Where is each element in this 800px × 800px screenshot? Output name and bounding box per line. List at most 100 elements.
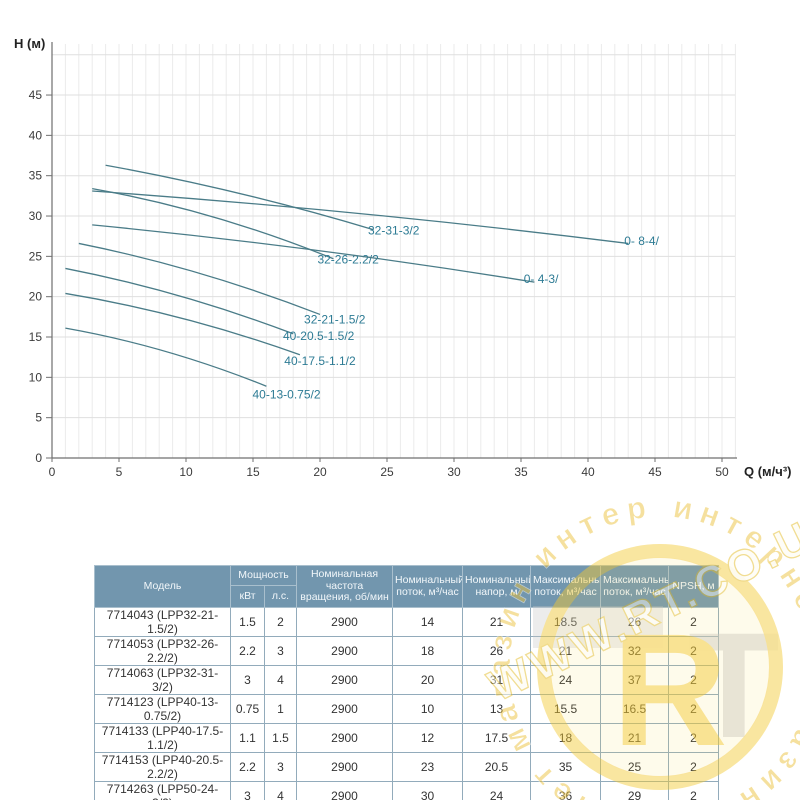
value-cell: 37 [600,665,670,695]
x-axis-title: Q (м/ч³) [744,464,792,479]
x-tick-label: 45 [648,465,662,479]
value-cell: 2900 [296,752,394,782]
x-tick-label: 35 [514,465,528,479]
x-tick-label: 10 [179,465,193,479]
value-cell: 20.5 [462,752,532,782]
value-cell: 15.5 [530,694,602,724]
value-cell: 1 [263,694,298,724]
y-tick-label: 10 [29,370,43,384]
value-cell: 2 [668,752,720,782]
pump-curve [105,164,374,231]
model-cell: 7714063 (LPP32-31-3/2) [94,665,231,695]
value-cell: 0.75 [230,694,265,724]
value-cell: 2 [263,607,298,637]
value-cell: 1.1 [230,723,265,753]
y-tick-label: 0 [35,451,42,465]
value-cell: 17.5 [462,723,532,753]
value-cell: 23 [392,752,464,782]
y-axis-title: H (м) [14,36,45,51]
x-tick-label: 30 [447,465,461,479]
value-cell: 2.2 [230,636,265,666]
table-row: 7714043 (LPP32-21-1.5/2) 1.5 2 2900 14 21 18.5… [94,607,720,637]
value-cell: 4 [263,781,298,800]
y-tick-label: 35 [29,169,43,183]
value-cell: 2900 [296,723,394,753]
grid [52,44,736,458]
value-cell: 29 [600,781,670,800]
model-cell: 7714263 (LPP50-24-3/2) [94,781,231,800]
curve-label: 32-21-1.5/2 [304,312,366,326]
curve-label: 40-17.5-1.1/2 [284,354,356,368]
value-cell: 26 [600,607,670,637]
col-header-max-flow: Максимальный поток, м³/час [530,565,602,608]
value-cell: 18.5 [530,607,602,637]
pump-curve [65,267,294,335]
col-header-nom-flow: Номинальный поток, м³/час [392,565,464,608]
value-cell: 21 [600,723,670,753]
value-cell: 2900 [296,607,394,637]
model-cell: 7714053 (LPP32-26-2.2/2) [94,636,231,666]
pump-curve [92,187,334,260]
pump-curve [92,224,535,283]
pump-curve [65,327,267,387]
value-cell: 3 [230,781,265,800]
value-cell: 21 [462,607,532,637]
y-tick-label: 25 [29,249,43,263]
pump-spec-table: Модель Мощность Номинальная частота вращ… [94,565,720,800]
col-header-speed: Номинальная частота вращения, об/мин [296,565,394,608]
model-cell: 7714153 (LPP40-20.5-2.2/2) [94,752,231,782]
value-cell: 2900 [296,636,394,666]
value-cell: 18 [530,723,602,753]
y-tick-label: 40 [29,128,43,142]
table-row: 7714153 (LPP40-20.5-2.2/2) 2.2 3 2900 23 20.5… [94,752,720,782]
y-tick-label: 5 [35,411,42,425]
value-cell: 3 [263,636,298,666]
x-tick-label: 50 [715,465,729,479]
value-cell: 2 [668,723,720,753]
y-tick-label: 45 [29,88,43,102]
value-cell: 21 [530,636,602,666]
col-header-npsh: NPSH, м [668,565,720,608]
value-cell: 2900 [296,665,394,695]
curve-label: 0- 4-3/ [524,272,559,286]
col-header-hp: л.с. [263,585,298,608]
x-tick-label: 20 [313,465,327,479]
value-cell: 36 [530,781,602,800]
table-row: 7714063 (LPP32-31-3/2) 3 4 2900 20 31 24 37 2 [94,665,720,695]
value-cell: 18 [392,636,464,666]
model-cell: 7714043 (LPP32-21-1.5/2) [94,607,231,637]
pump-curve [92,190,629,245]
curve-label: 40-13-0.75/2 [252,387,320,401]
value-cell: 16.5 [600,694,670,724]
value-cell: 12 [392,723,464,753]
value-cell: 4 [263,665,298,695]
value-cell: 20 [392,665,464,695]
value-cell: 24 [530,665,602,695]
value-cell: 10 [392,694,464,724]
value-cell: 32 [600,636,670,666]
col-header-model: Модель [94,565,231,608]
value-cell: 2900 [296,694,394,724]
value-cell: 2.2 [230,752,265,782]
model-cell: 7714133 (LPP40-17.5-1.1/2) [94,723,231,753]
value-cell: 1.5 [263,723,298,753]
axes: 0 5 10 15 20 25 30 35 40 45 0 5 10 15 20 25 30 35 40 45 50 H … [14,36,792,479]
value-cell: 25 [600,752,670,782]
col-header-nom-head: Номинальный напор, м [462,565,532,608]
value-cell: 35 [530,752,602,782]
col-header-kw: кВт [230,585,265,608]
x-tick-label: 25 [380,465,394,479]
y-tick-label: 30 [29,209,43,223]
model-cell: 7714123 (LPP40-13-0.75/2) [94,694,231,724]
value-cell: 31 [462,665,532,695]
curves: 32-31-3/232-26-2.2/20- 8-4/0- 4-3/32-21-… [65,164,660,401]
table-row: 7714053 (LPP32-26-2.2/2) 2.2 3 2900 18 26 21 32… [94,636,720,666]
value-cell: 30 [392,781,464,800]
value-cell: 24 [462,781,532,800]
curve-label: 40-20.5-1.5/2 [283,329,355,343]
table-header: Модель Мощность Номинальная частота вращ… [94,565,720,608]
spec-table-body: 7714043 (LPP32-21-1.5/2) 1.5 2 2900 14 21 18.5… [94,607,720,800]
value-cell: 13 [462,694,532,724]
